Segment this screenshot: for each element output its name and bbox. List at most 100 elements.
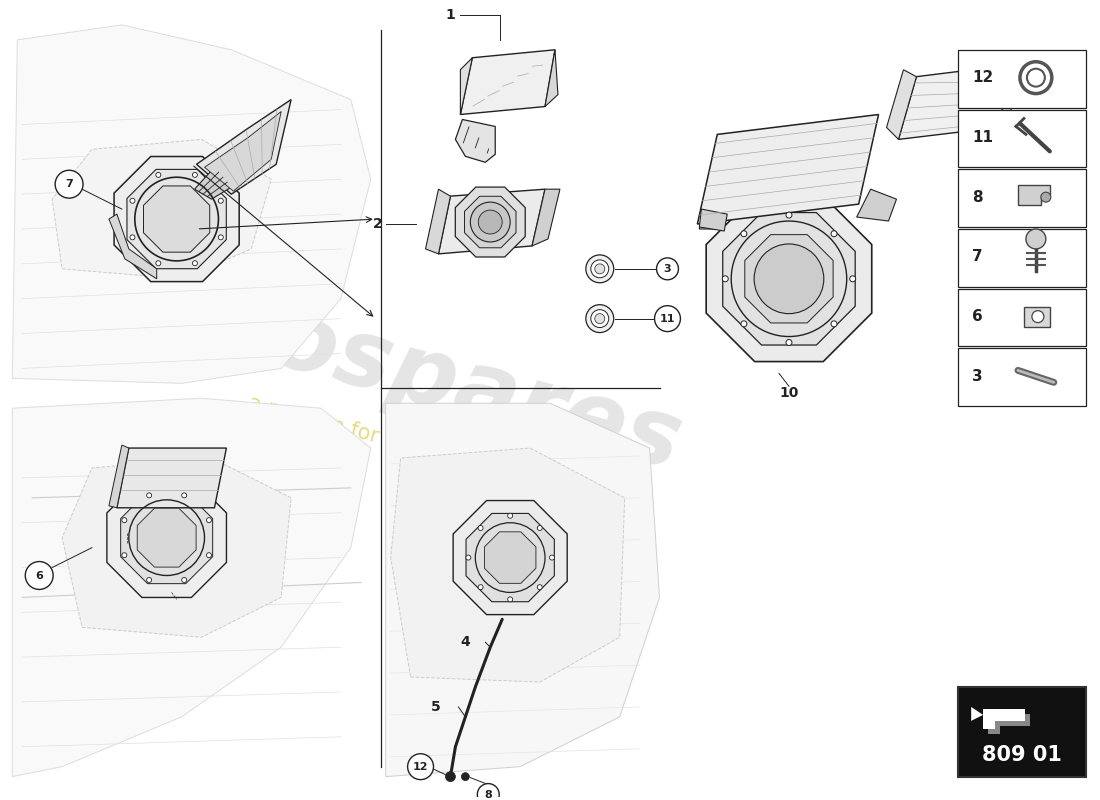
Circle shape (478, 526, 483, 530)
Circle shape (478, 585, 483, 590)
Text: 2: 2 (373, 217, 383, 231)
Polygon shape (52, 139, 272, 278)
Circle shape (192, 261, 197, 266)
Circle shape (741, 230, 747, 237)
Circle shape (537, 526, 542, 530)
Polygon shape (484, 532, 536, 583)
Circle shape (975, 110, 982, 118)
FancyBboxPatch shape (958, 229, 1086, 286)
FancyBboxPatch shape (988, 712, 1000, 734)
Circle shape (1041, 192, 1050, 202)
Polygon shape (899, 65, 1013, 139)
Circle shape (477, 783, 499, 800)
Circle shape (130, 235, 135, 240)
Polygon shape (1018, 185, 1049, 205)
Polygon shape (197, 99, 292, 194)
Polygon shape (745, 234, 833, 323)
Polygon shape (700, 209, 727, 231)
Circle shape (755, 244, 824, 314)
FancyBboxPatch shape (958, 170, 1086, 227)
Polygon shape (466, 514, 554, 602)
Polygon shape (12, 398, 371, 777)
Text: 7: 7 (972, 250, 982, 264)
Circle shape (508, 597, 513, 602)
Polygon shape (453, 501, 568, 614)
Text: 11: 11 (660, 314, 675, 324)
Circle shape (1026, 229, 1046, 249)
FancyBboxPatch shape (983, 709, 1025, 721)
Circle shape (122, 553, 127, 558)
Polygon shape (697, 114, 879, 224)
Circle shape (130, 198, 135, 203)
Text: 3: 3 (972, 369, 982, 384)
Polygon shape (109, 445, 129, 508)
Polygon shape (464, 196, 516, 248)
Polygon shape (455, 119, 495, 162)
FancyBboxPatch shape (958, 289, 1086, 346)
Polygon shape (887, 70, 916, 139)
FancyBboxPatch shape (958, 349, 1086, 406)
Circle shape (207, 553, 211, 558)
Circle shape (408, 754, 433, 780)
Polygon shape (143, 186, 210, 252)
Polygon shape (461, 50, 556, 114)
FancyBboxPatch shape (958, 687, 1086, 777)
Text: 12: 12 (972, 70, 993, 85)
Polygon shape (109, 214, 156, 278)
Circle shape (654, 306, 681, 331)
Polygon shape (138, 508, 196, 567)
Polygon shape (390, 448, 625, 682)
Polygon shape (971, 707, 983, 721)
Polygon shape (114, 157, 239, 282)
Circle shape (591, 260, 608, 278)
Circle shape (537, 585, 542, 590)
FancyBboxPatch shape (958, 50, 1086, 107)
Circle shape (586, 305, 614, 333)
Circle shape (471, 202, 510, 242)
Circle shape (830, 230, 837, 237)
Polygon shape (195, 167, 231, 199)
Circle shape (741, 321, 747, 327)
Text: eurospares: eurospares (90, 246, 691, 490)
Polygon shape (205, 111, 282, 191)
Text: 11: 11 (972, 130, 993, 145)
Circle shape (122, 518, 127, 522)
FancyBboxPatch shape (988, 714, 1030, 726)
Polygon shape (706, 196, 872, 362)
Circle shape (586, 255, 614, 282)
Circle shape (146, 578, 152, 582)
Text: a passion for motoring since 1984: a passion for motoring since 1984 (246, 392, 595, 504)
Circle shape (156, 173, 161, 178)
Text: 4: 4 (461, 635, 470, 650)
Circle shape (723, 276, 728, 282)
Circle shape (182, 578, 187, 582)
Text: 9: 9 (1048, 87, 1057, 102)
Text: 3: 3 (663, 264, 671, 274)
Circle shape (657, 258, 679, 280)
Polygon shape (439, 189, 544, 254)
Circle shape (461, 773, 470, 781)
Circle shape (849, 276, 856, 282)
Polygon shape (998, 60, 1023, 127)
Circle shape (508, 514, 513, 518)
Polygon shape (857, 189, 896, 221)
Text: 10: 10 (779, 386, 799, 400)
Polygon shape (544, 50, 558, 106)
Circle shape (25, 562, 53, 590)
Circle shape (218, 235, 223, 240)
Circle shape (591, 310, 608, 327)
Circle shape (182, 493, 187, 498)
Circle shape (786, 212, 792, 218)
Polygon shape (700, 207, 724, 229)
Polygon shape (126, 170, 227, 269)
Polygon shape (1024, 306, 1049, 326)
Circle shape (830, 321, 837, 327)
Circle shape (446, 772, 455, 782)
Text: 8: 8 (484, 790, 492, 799)
Polygon shape (461, 58, 472, 114)
Polygon shape (455, 187, 525, 257)
Polygon shape (723, 213, 855, 345)
FancyBboxPatch shape (983, 709, 996, 729)
Polygon shape (107, 478, 227, 598)
Circle shape (192, 173, 197, 178)
